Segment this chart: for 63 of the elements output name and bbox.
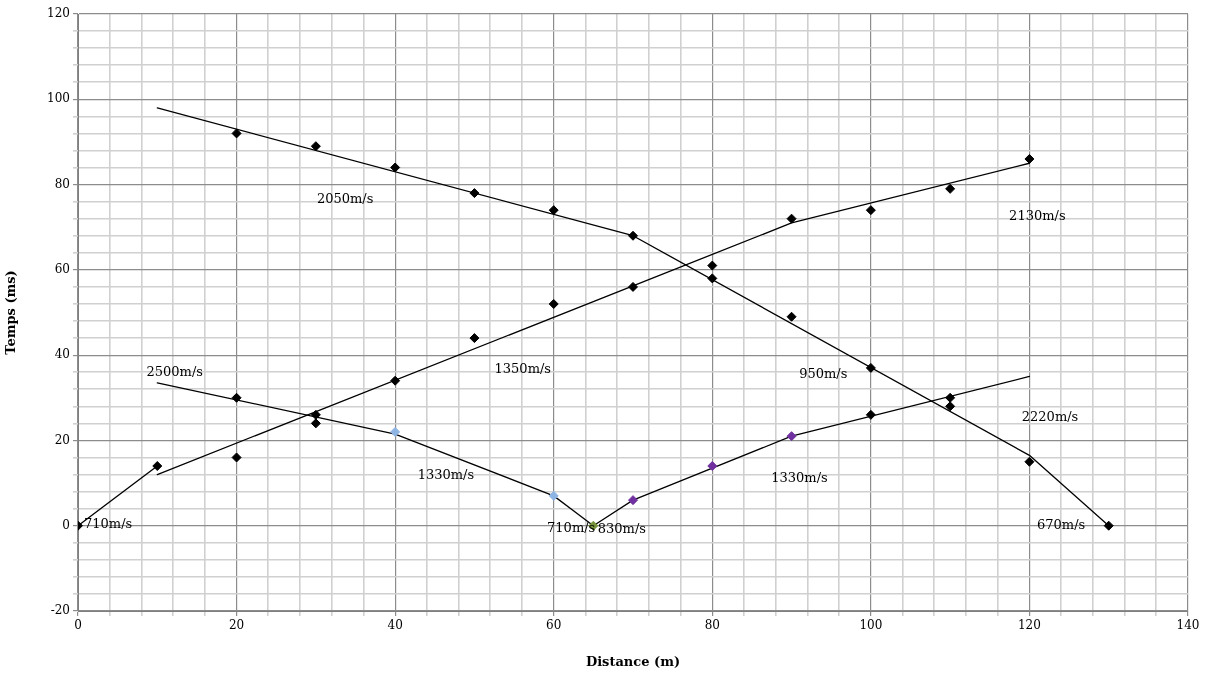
point [786,311,797,322]
point [628,495,638,506]
point [548,490,559,501]
point [1024,153,1035,164]
point [310,409,321,420]
x-tick-label: 120 [1017,618,1041,633]
point [1024,456,1035,467]
point [548,205,559,216]
point [945,401,956,412]
annotation: 670m/s [1037,517,1086,533]
point [310,418,321,429]
point [865,362,876,373]
point [707,273,718,284]
point [628,230,638,241]
point [469,188,480,199]
x-tick-label: 100 [859,618,883,633]
y-tick-label: 20 [54,432,70,447]
point [786,213,797,224]
point [707,260,718,271]
x-tick-label: 60 [546,618,562,633]
y-tick-label: 40 [54,347,70,362]
point [310,141,321,152]
annotation: 1350m/s [494,361,552,377]
x-tick-label: 20 [228,618,245,633]
annotation: 2500m/s [146,364,203,379]
y-tick-label: 0 [62,517,70,532]
point [786,431,797,442]
x-tick-label: 80 [704,618,720,633]
point [945,392,956,403]
y-axis-title: Temps (ms) [3,270,19,355]
x-tick-label: 0 [74,618,82,633]
annotation: 830m/s [597,521,646,537]
point [231,452,242,463]
point [865,205,876,216]
point [231,128,242,139]
x-axis-title: Distance (m) [585,653,681,669]
x-tick-label: 140 [1176,618,1200,633]
y-tick-label: 100 [47,91,70,106]
point [390,426,401,437]
annotation: 2050m/s [316,190,374,206]
annotation: 710m/s [547,520,596,536]
y-tick-label: 60 [54,261,70,276]
annotation: 2220m/s [1021,409,1079,425]
x-tick-label: 40 [387,618,403,633]
annotation: 710m/s [84,516,133,532]
point [1103,520,1114,531]
point [707,461,718,472]
point [469,333,480,344]
point [390,162,401,173]
point [865,409,876,420]
point [152,461,163,472]
annotation: 1330m/s [417,467,475,483]
point [548,298,559,309]
y-tick-label: 120 [47,6,70,21]
y-tick-label: 80 [54,176,70,191]
annotation: 2130m/s [1009,207,1066,223]
y-tick-label: -20 [50,603,70,618]
annotation: 1330m/s [771,470,828,486]
point [390,375,401,386]
point [945,183,956,194]
annotation: 950m/s [799,366,848,382]
point [231,392,242,403]
point [628,281,638,292]
